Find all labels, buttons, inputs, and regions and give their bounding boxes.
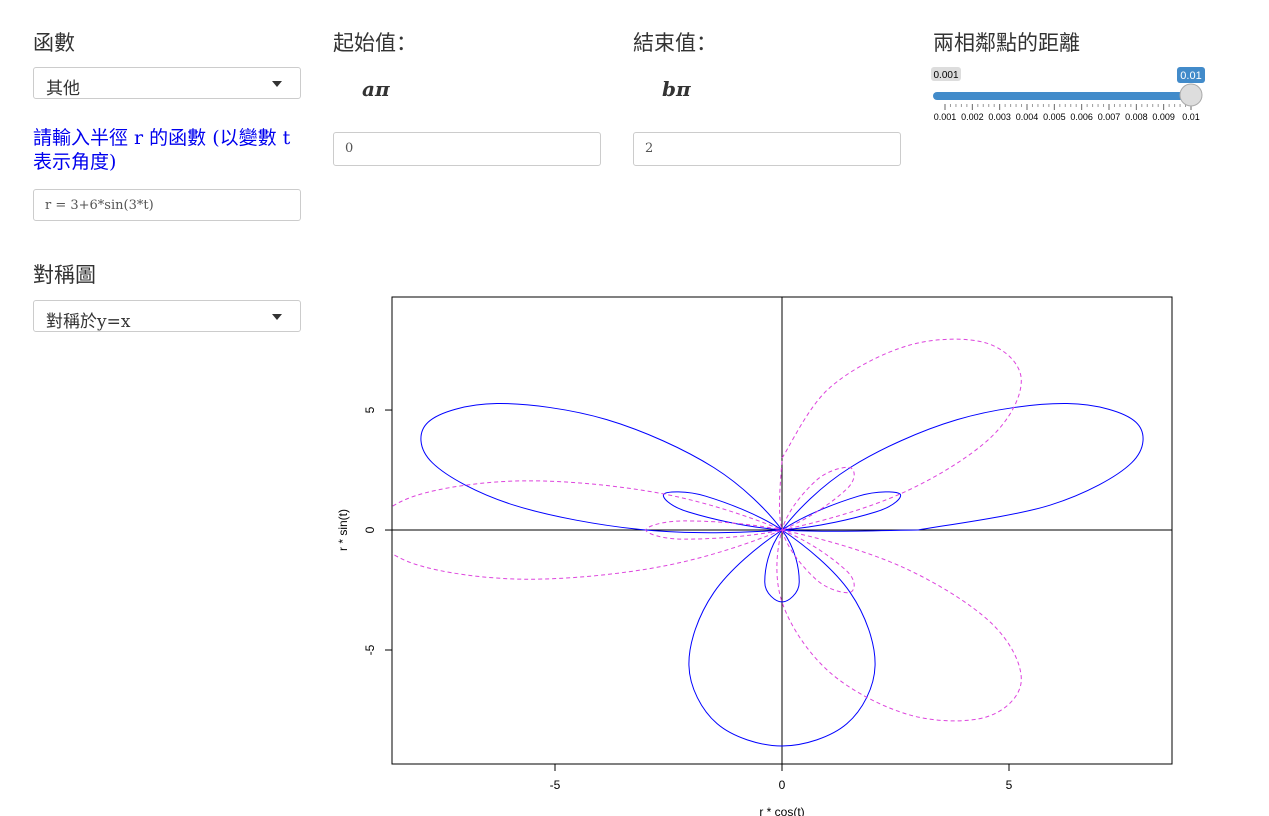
start-unit: aπ [362, 77, 390, 101]
symmetry-select[interactable]: 對稱於y=x [33, 300, 301, 332]
formula-input[interactable]: r = 3+6*sin(3*t) [33, 189, 301, 221]
curves [392, 338, 1144, 747]
start-label: 起始值： [333, 31, 417, 55]
slider-handle[interactable] [1179, 83, 1203, 107]
y-tick-label: 5 [363, 406, 377, 413]
x-tick-label: 5 [1006, 778, 1013, 792]
function-label: 函數 [33, 31, 75, 55]
slider-value-pill [1177, 67, 1205, 83]
slider-min-pill [931, 67, 961, 81]
slider-tick-label: 0.006 [1070, 112, 1093, 122]
x-tick-label: 0 [779, 778, 786, 792]
y-tick-label: 0 [363, 526, 377, 533]
slider-tick-label: 0.004 [1016, 112, 1039, 122]
y-tick-label: -5 [363, 644, 377, 655]
x-axis-label: r * cos(t) [759, 805, 804, 816]
slider-tick-label: 0.009 [1152, 112, 1175, 122]
slider-tick-label: 0.01 [1182, 112, 1200, 122]
slider-tick-label: 0.005 [1043, 112, 1066, 122]
end-unit: bπ [662, 77, 691, 101]
slider-value-label: 0.01 [1180, 70, 1201, 82]
start-input[interactable]: 0 [333, 132, 601, 166]
slider-tick-label: 0.002 [961, 112, 984, 122]
slider-track [933, 92, 1191, 100]
end-input[interactable]: 2 [633, 132, 901, 166]
slider-tick-label: 0.001 [934, 112, 957, 122]
slider-tick-label: 0.007 [1098, 112, 1121, 122]
slider-tick-label: 0.003 [988, 112, 1011, 122]
symmetry-label: 對稱圖 [33, 263, 96, 287]
end-label: 結束值： [633, 31, 717, 55]
x-tick-label: -5 [550, 778, 561, 792]
slider-label: 兩相鄰點的距離 [933, 31, 1080, 55]
y-axis-label: r * sin(t) [336, 509, 350, 551]
formula-label: 請輸入半徑 r 的函數 (以變數 t 表示角度) [33, 127, 291, 173]
slider-min-label: 0.001 [933, 70, 958, 81]
slider-tick-label: 0.008 [1125, 112, 1148, 122]
function-select[interactable]: 其他 [33, 67, 301, 99]
curve [392, 338, 1022, 722]
